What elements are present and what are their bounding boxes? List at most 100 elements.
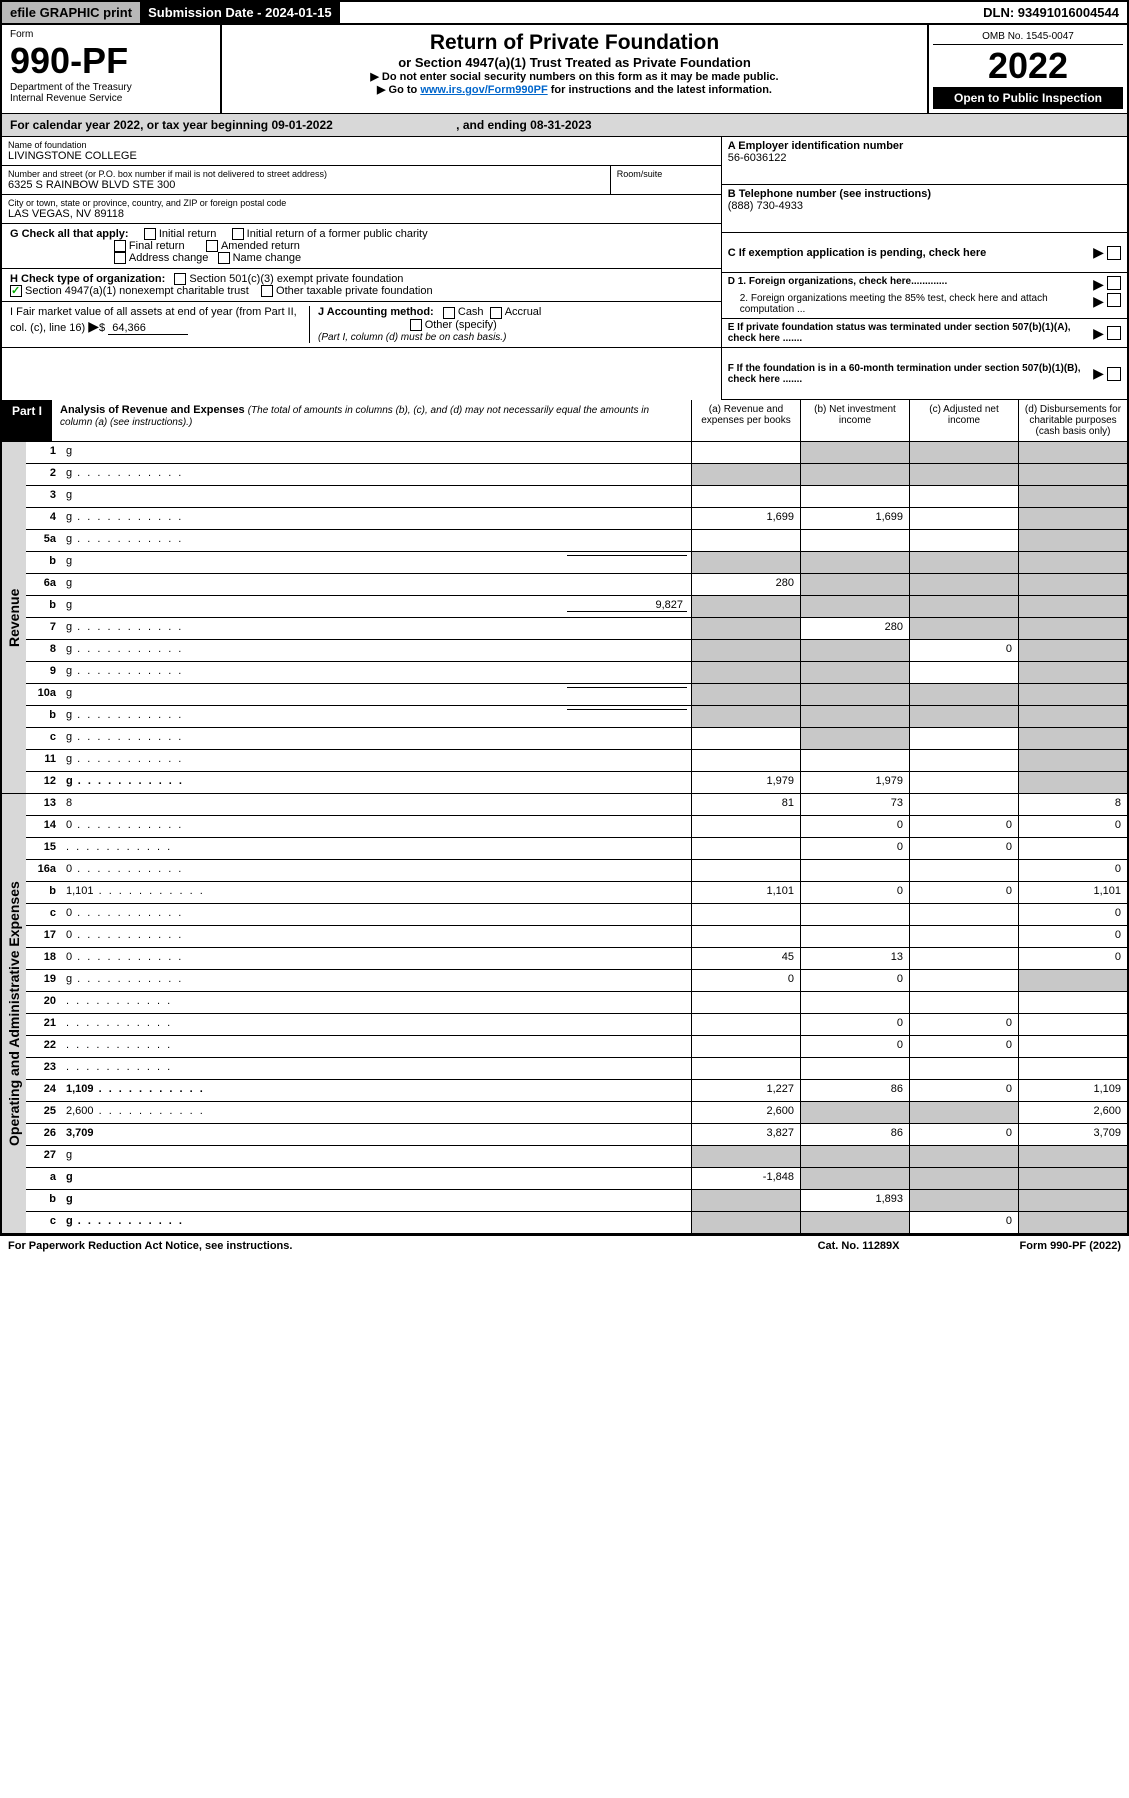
g-label: G Check all that apply: xyxy=(10,228,129,240)
amount-cell xyxy=(1018,1212,1127,1233)
line-number: c xyxy=(26,1212,62,1233)
line-description: g xyxy=(62,640,691,661)
amount-cell: 0 xyxy=(909,640,1018,661)
amount-cell xyxy=(1018,1146,1127,1167)
amount-cell xyxy=(691,904,800,925)
amount-cell: 3,709 xyxy=(1018,1124,1127,1145)
line-description xyxy=(62,1014,691,1035)
amount-cell: 1,227 xyxy=(691,1080,800,1101)
amount-cell xyxy=(1018,596,1127,617)
amount-cell: 0 xyxy=(800,882,909,903)
amount-cell xyxy=(691,1146,800,1167)
page-footer: For Paperwork Reduction Act Notice, see … xyxy=(0,1236,1129,1256)
chk-amended[interactable] xyxy=(206,240,218,252)
line-description: g xyxy=(62,970,691,991)
line-description: g xyxy=(62,552,691,573)
chk-accrual[interactable] xyxy=(490,307,502,319)
foundation-name: LIVINGSTONE COLLEGE xyxy=(8,150,715,162)
amount-cell xyxy=(909,706,1018,727)
form-title: Return of Private Foundation xyxy=(228,31,921,55)
amount-cell xyxy=(1018,750,1127,771)
amount-cell xyxy=(800,706,909,727)
d2-label: 2. Foreign organizations meeting the 85%… xyxy=(728,293,1093,315)
line-description: 0 xyxy=(62,816,691,837)
line-number: b xyxy=(26,1190,62,1211)
chk-e[interactable] xyxy=(1107,326,1121,340)
amount-cell xyxy=(909,794,1018,815)
amount-cell xyxy=(691,530,800,551)
amount-cell: 3,827 xyxy=(691,1124,800,1145)
amount-cell xyxy=(1018,1168,1127,1189)
amount-cell xyxy=(800,596,909,617)
chk-final[interactable] xyxy=(114,240,126,252)
amount-cell xyxy=(800,684,909,705)
line-number: b xyxy=(26,706,62,727)
amount-cell xyxy=(800,442,909,463)
line-description: g xyxy=(62,1190,691,1211)
efile-print[interactable]: efile GRAPHIC print xyxy=(2,2,140,23)
chk-f[interactable] xyxy=(1107,367,1121,381)
chk-4947a1[interactable] xyxy=(10,285,22,297)
submission-date: Submission Date - 2024-01-15 xyxy=(140,2,340,23)
amount-cell xyxy=(1018,772,1127,793)
chk-name-change[interactable] xyxy=(218,252,230,264)
foundation-address: 6325 S RAINBOW BLVD STE 300 xyxy=(8,179,604,191)
line-number: 19 xyxy=(26,970,62,991)
amount-cell xyxy=(1018,970,1127,991)
chk-d2[interactable] xyxy=(1107,293,1121,307)
line-description: g xyxy=(62,728,691,749)
chk-initial-former[interactable] xyxy=(232,228,244,240)
e-label: E If private foundation status was termi… xyxy=(728,322,1093,344)
line-number: 14 xyxy=(26,816,62,837)
amount-cell xyxy=(691,926,800,947)
inline-value: 9,827 xyxy=(567,599,687,612)
calendar-year-row: For calendar year 2022, or tax year begi… xyxy=(2,114,1127,137)
chk-other-taxable[interactable] xyxy=(261,285,273,297)
chk-cash[interactable] xyxy=(443,307,455,319)
amount-cell xyxy=(691,618,800,639)
amount-cell xyxy=(909,464,1018,485)
amount-cell xyxy=(909,618,1018,639)
amount-cell xyxy=(909,662,1018,683)
chk-initial[interactable] xyxy=(144,228,156,240)
open-public: Open to Public Inspection xyxy=(933,87,1123,109)
table-row: cg0 xyxy=(26,1212,1127,1234)
amount-cell xyxy=(1018,1058,1127,1079)
col-a-head: (a) Revenue and expenses per books xyxy=(691,400,800,441)
amount-cell xyxy=(800,1168,909,1189)
line-number: 4 xyxy=(26,508,62,529)
chk-address[interactable] xyxy=(114,252,126,264)
chk-501c3[interactable] xyxy=(174,273,186,285)
line-number: 24 xyxy=(26,1080,62,1101)
amount-cell xyxy=(909,486,1018,507)
amount-cell: 280 xyxy=(800,618,909,639)
amount-cell: 0 xyxy=(1018,904,1127,925)
table-row: 1g xyxy=(26,442,1127,464)
irs-link[interactable]: www.irs.gov/Form990PF xyxy=(420,84,547,96)
chk-d1[interactable] xyxy=(1107,276,1121,290)
table-row: 10ag xyxy=(26,684,1127,706)
tax-year: 2022 xyxy=(933,45,1123,87)
amount-cell xyxy=(909,750,1018,771)
chk-c[interactable] xyxy=(1107,246,1121,260)
table-row: 263,7093,8278603,709 xyxy=(26,1124,1127,1146)
line-number: 8 xyxy=(26,640,62,661)
line-number: b xyxy=(26,882,62,903)
line-number: 10a xyxy=(26,684,62,705)
chk-other-method[interactable] xyxy=(410,319,422,331)
line-number: 21 xyxy=(26,1014,62,1035)
amount-cell: 0 xyxy=(800,1036,909,1057)
amount-cell xyxy=(691,816,800,837)
line-number: c xyxy=(26,904,62,925)
foundation-city: LAS VEGAS, NV 89118 xyxy=(8,208,715,220)
line-number: 2 xyxy=(26,464,62,485)
amount-cell: 45 xyxy=(691,948,800,969)
phone: (888) 730-4933 xyxy=(728,200,1121,212)
amount-cell xyxy=(909,530,1018,551)
amount-cell xyxy=(800,992,909,1013)
line-number: 20 xyxy=(26,992,62,1013)
amount-cell xyxy=(691,640,800,661)
amount-cell xyxy=(800,640,909,661)
j-label: J Accounting method: xyxy=(318,306,434,318)
amount-cell xyxy=(1018,684,1127,705)
